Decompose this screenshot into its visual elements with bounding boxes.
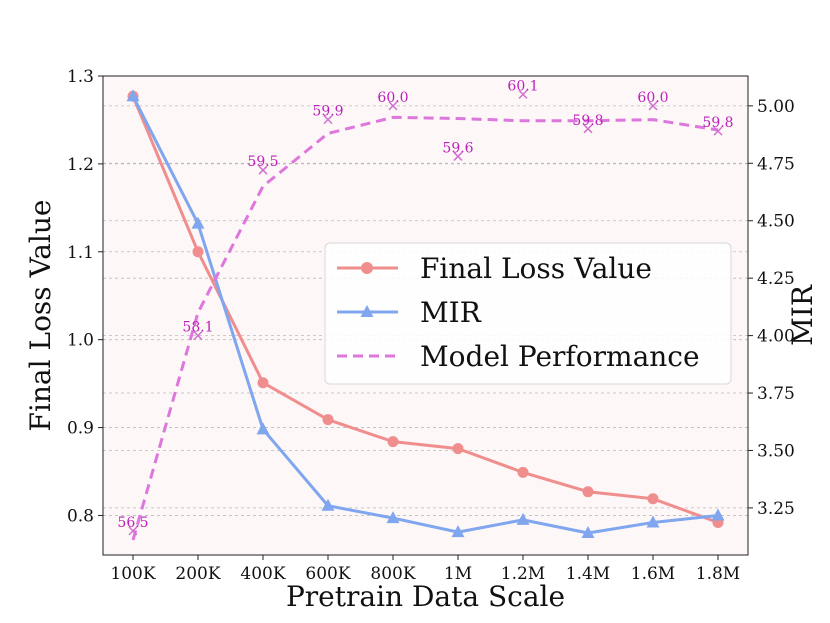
y-right-tick-label: 3.50 — [757, 441, 795, 461]
y-left-tick-label: 1.3 — [67, 67, 94, 87]
mir-point — [256, 422, 270, 435]
plot-frame — [102, 75, 749, 556]
mir-point — [516, 512, 530, 525]
y-right-tick-label: 3.25 — [757, 499, 795, 519]
final-loss-value-point — [647, 493, 659, 505]
performance-label: 59.5 — [247, 154, 278, 170]
final-loss-value-line — [131, 95, 719, 524]
y-right-tick-label: 5.00 — [757, 97, 795, 117]
legend-box — [324, 242, 732, 385]
mir-point — [646, 515, 660, 528]
performance-marker — [518, 89, 528, 99]
x-tick-label: 400K — [240, 564, 285, 584]
y-left-tick-label: 1.0 — [67, 331, 94, 351]
performance-label: 59.8 — [572, 113, 603, 129]
y-left-axis-title: Final Loss Value — [24, 200, 57, 432]
performance-marker — [648, 101, 658, 111]
axes: 100K 200K 400K 600K 800K 1M 1.2M 1.4M 1.6M 1.8M 0.… — [24, 67, 819, 613]
y-right-tick-label: 4.00 — [757, 327, 795, 347]
x-tick-label: 1.8M — [696, 564, 740, 584]
final-loss-value-point — [387, 436, 399, 448]
series-layer — [126, 89, 725, 541]
mir-point — [191, 216, 205, 229]
x-tick-label: 1.4M — [566, 564, 610, 584]
performance-marker — [453, 151, 463, 161]
performance-marker — [193, 331, 203, 341]
y-right-tick-label: 4.50 — [757, 212, 795, 232]
final-loss-value-point — [452, 443, 464, 455]
x-tick-label: 1.2M — [501, 564, 545, 584]
y-right-tick-label: 3.75 — [757, 384, 795, 404]
performance-label: 60.1 — [507, 78, 538, 94]
final-loss-value-point — [322, 414, 334, 426]
y-right-tick-label: 4.25 — [757, 269, 795, 289]
y-left-tick-label: 1.2 — [67, 155, 94, 175]
performance-points: 56.5 58.1 59.5 59.9 60.0 59.6 60.1 59.8 60.0 59.8 — [117, 78, 734, 536]
y-right-axis-title: MIR — [786, 284, 819, 346]
x-tick-label: 600K — [305, 564, 350, 584]
performance-label: 60.0 — [377, 90, 408, 106]
mir-point — [386, 511, 400, 524]
legend-marker — [360, 305, 374, 317]
performance-label: 59.6 — [442, 140, 473, 156]
legend-label: MIR — [420, 296, 482, 329]
performance-marker — [583, 124, 593, 134]
legend-label: Model Performance — [420, 340, 700, 373]
performance-label: 59.9 — [312, 104, 343, 120]
mir-point — [126, 89, 140, 102]
final-loss-value-point — [257, 377, 269, 389]
performance-label: 56.5 — [117, 515, 148, 531]
performance-marker — [713, 126, 723, 136]
y-left-tick-label: 0.9 — [67, 419, 94, 439]
final-loss-value-point — [192, 246, 204, 258]
legend: Final Loss Value MIR Model Performance — [324, 242, 732, 385]
legend-marker — [361, 262, 373, 274]
x-tick-label: 100K — [110, 564, 155, 584]
performance-marker — [258, 165, 268, 175]
mir-point — [581, 526, 595, 539]
performance-label: 59.8 — [702, 115, 733, 131]
x-tick-label: 1.6M — [631, 564, 675, 584]
final-loss-value-point — [582, 486, 594, 498]
x-tick-label: 800K — [370, 564, 415, 584]
mir-point — [451, 525, 465, 538]
legend-label: Final Loss Value — [420, 252, 652, 285]
y-right-tick-label: 4.75 — [757, 154, 795, 174]
y-left-tick-label: 0.8 — [67, 506, 94, 526]
performance-label: 60.0 — [637, 90, 668, 106]
mir-line — [131, 95, 719, 535]
x-tick-label: 200K — [175, 564, 220, 584]
y-left-tick-label: 1.1 — [67, 243, 94, 263]
x-tick-label: 1M — [444, 564, 472, 584]
performance-label: 58.1 — [182, 320, 213, 336]
performance-marker — [323, 115, 333, 125]
mir-point — [711, 508, 725, 521]
performance-marker — [128, 526, 138, 536]
performance-marker — [388, 101, 398, 111]
x-axis-title: Pretrain Data Scale — [286, 580, 565, 613]
model-performance-line — [131, 115, 719, 541]
mir-point — [321, 498, 335, 511]
final-loss-value-point — [517, 466, 529, 478]
